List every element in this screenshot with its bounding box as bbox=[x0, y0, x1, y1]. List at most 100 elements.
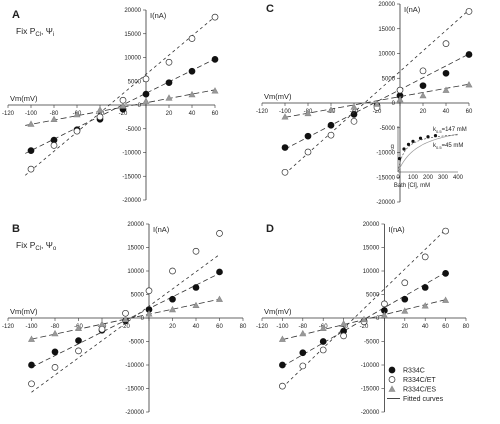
data-point bbox=[215, 295, 224, 302]
data-point bbox=[98, 320, 106, 327]
inset-label-low: k0.5=45 mM bbox=[433, 143, 463, 150]
inset-k-subscript: 0.5 bbox=[436, 145, 442, 150]
y-tick-label: -10000 bbox=[125, 363, 144, 369]
data-point bbox=[168, 305, 177, 313]
x-tick-label: 40 bbox=[443, 109, 450, 115]
data-point bbox=[188, 90, 196, 98]
inset-k-symbol: k bbox=[433, 127, 437, 133]
data-point bbox=[50, 142, 58, 149]
data-point bbox=[165, 58, 173, 66]
x-tick-label: -100 bbox=[25, 324, 38, 330]
x-tick-label: -80 bbox=[298, 324, 307, 330]
subtitle-subscript: Cl bbox=[35, 246, 41, 252]
legend-label: Fitted curves bbox=[403, 396, 444, 403]
fit-line bbox=[25, 58, 216, 154]
data-point bbox=[421, 302, 429, 309]
data-point bbox=[74, 324, 83, 332]
y-tick-label: 20000 bbox=[124, 8, 141, 14]
data-point bbox=[319, 338, 327, 345]
data-point bbox=[279, 361, 286, 369]
data-point bbox=[442, 69, 450, 77]
y-tick-label: -20000 bbox=[376, 200, 395, 206]
x-tick-label: -100 bbox=[276, 324, 289, 330]
inset-label-high: k0.5=147 mM bbox=[433, 127, 467, 134]
data-point bbox=[304, 148, 312, 156]
fit-line bbox=[284, 9, 470, 175]
y-tick-label: -15000 bbox=[376, 175, 395, 181]
y-axis-label: I(nA) bbox=[153, 225, 170, 234]
data-point bbox=[465, 51, 473, 58]
data-point bbox=[373, 100, 381, 107]
x-axis-label: Vm(mV) bbox=[10, 94, 38, 103]
data-point bbox=[211, 13, 219, 21]
legend-marker bbox=[388, 366, 396, 374]
data-point bbox=[28, 380, 35, 388]
y-tick-label: 5000 bbox=[382, 76, 396, 82]
inset-curve-low bbox=[397, 134, 459, 173]
inset-curve-high bbox=[397, 133, 459, 173]
fit-line bbox=[24, 16, 216, 176]
data-point bbox=[119, 102, 127, 109]
x-tick-label: -120 bbox=[2, 324, 15, 330]
data-point bbox=[350, 117, 358, 125]
panel-c: -120-100-80-60-40-2020406020000150001000… bbox=[256, 2, 473, 206]
data-point bbox=[51, 329, 59, 337]
y-tick-label: -10000 bbox=[361, 363, 380, 369]
data-point bbox=[396, 95, 404, 103]
inset-x-tick-label: 300 bbox=[438, 175, 449, 181]
data-point bbox=[299, 349, 307, 357]
data-point bbox=[304, 132, 312, 140]
data-point bbox=[28, 361, 35, 369]
x-tick-label: -100 bbox=[279, 109, 292, 115]
y-tick-label: -5000 bbox=[126, 127, 142, 133]
subtitle-text: Fix P bbox=[16, 240, 36, 250]
x-tick-label: -100 bbox=[25, 111, 38, 117]
data-point bbox=[75, 347, 82, 355]
subtitle-tail: , Ψ bbox=[41, 26, 53, 36]
data-point bbox=[327, 106, 335, 113]
data-point bbox=[350, 103, 358, 110]
inset-k-subscript: 0.5 bbox=[436, 129, 442, 134]
subtitle-tail-subscript: i bbox=[53, 32, 54, 38]
y-tick-label: 0 bbox=[376, 316, 380, 322]
y-tick-label: -20000 bbox=[361, 410, 380, 416]
inset-point bbox=[411, 139, 415, 143]
legend-label: R334C/ET bbox=[403, 377, 436, 384]
y-axis-label: I(nA) bbox=[404, 5, 421, 14]
x-tick-label: -20 bbox=[119, 111, 128, 117]
data-point bbox=[142, 75, 150, 83]
data-point bbox=[27, 147, 35, 154]
data-point bbox=[340, 332, 347, 340]
x-tick-label: 40 bbox=[193, 324, 200, 330]
data-point bbox=[278, 335, 286, 342]
x-tick-label: 60 bbox=[442, 324, 449, 330]
y-tick-label: 5000 bbox=[366, 293, 380, 299]
data-point bbox=[281, 113, 289, 120]
data-point bbox=[98, 325, 106, 333]
x-tick-label: -20 bbox=[373, 109, 382, 115]
y-tick-label: 0 bbox=[141, 316, 145, 322]
x-tick-label: 20 bbox=[166, 111, 173, 117]
data-point bbox=[121, 315, 130, 323]
data-point bbox=[192, 301, 200, 309]
legend-label: R334C/ES bbox=[403, 387, 436, 394]
x-tick-label: -80 bbox=[51, 324, 60, 330]
inset-k-value: =147 mM bbox=[442, 127, 467, 133]
data-point bbox=[442, 86, 450, 93]
data-point bbox=[96, 113, 104, 121]
data-point bbox=[122, 309, 129, 317]
inset-y-label: g bbox=[391, 144, 394, 150]
x-axis-label: Vm(mV) bbox=[10, 307, 38, 316]
inset-k-symbol: k bbox=[433, 143, 437, 149]
x-tick-label: 60 bbox=[216, 324, 223, 330]
data-point bbox=[188, 35, 196, 42]
subtitle-tail: , Ψ bbox=[41, 240, 53, 250]
data-point bbox=[396, 86, 404, 94]
legend: R334C R334C/ET R334C/ES Fitted curves bbox=[387, 366, 444, 403]
data-point bbox=[421, 253, 429, 261]
data-point bbox=[142, 90, 150, 98]
y-tick-label: -15000 bbox=[122, 174, 141, 180]
data-point bbox=[465, 81, 473, 88]
data-point bbox=[442, 296, 450, 303]
